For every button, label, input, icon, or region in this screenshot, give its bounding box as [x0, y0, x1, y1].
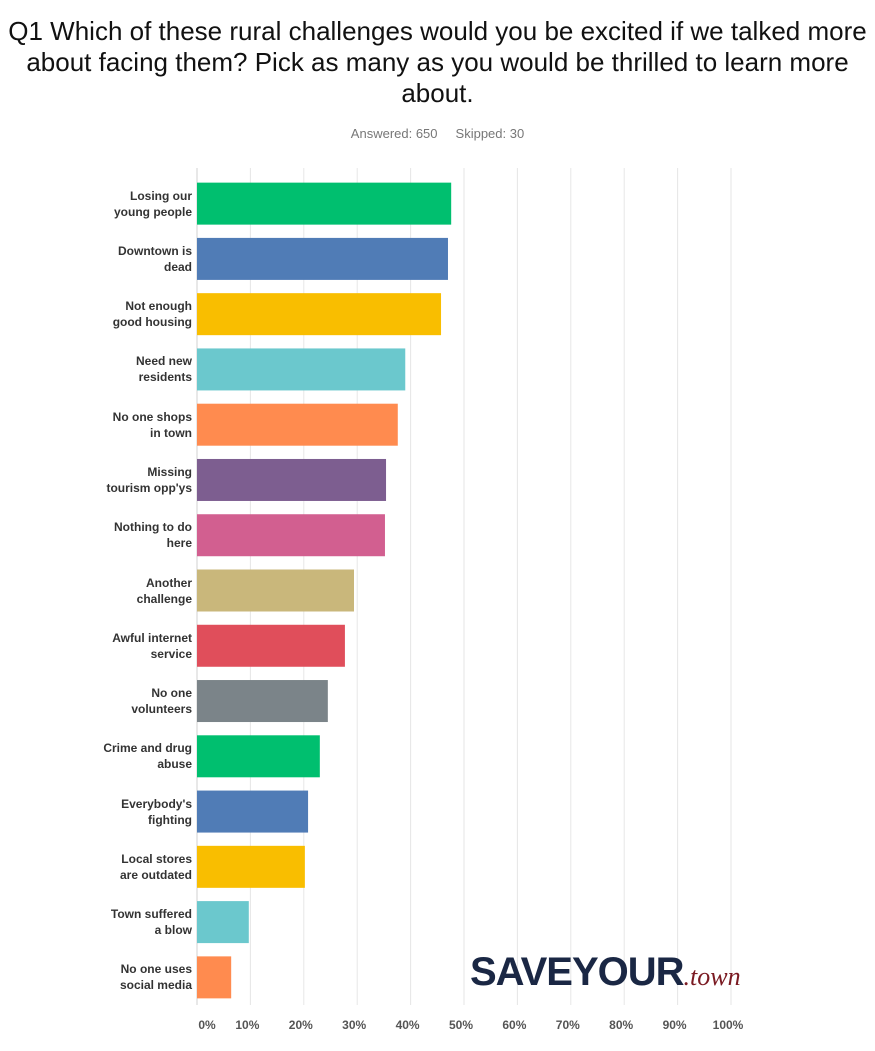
bar — [197, 458, 387, 501]
logo-suffix: .town — [683, 962, 741, 991]
logo: SAVEYOUR.town — [470, 950, 741, 995]
bar — [197, 790, 309, 833]
bar — [197, 237, 448, 280]
x-tick-label: 40% — [395, 1018, 420, 1032]
y-tick-label: Town suffered a blow — [110, 907, 192, 938]
x-tick-label: 0% — [198, 1018, 216, 1032]
x-tick-label: 70% — [555, 1018, 580, 1032]
y-tick-label: No one uses social media — [119, 962, 192, 993]
y-tick-label: No one shops in town — [112, 409, 192, 440]
bar — [197, 624, 345, 667]
y-tick-label: Missing tourism opp'ys — [106, 464, 192, 495]
y-tick-label: Crime and drug abuse — [103, 741, 192, 772]
y-tick-label: Awful internet service — [112, 630, 192, 661]
bar — [197, 569, 354, 612]
x-tick-label: 20% — [288, 1018, 313, 1032]
y-tick-label: Local stores are outdated — [119, 851, 192, 882]
x-tick-label: 10% — [235, 1018, 260, 1032]
logo-main: SAVEYOUR — [470, 950, 685, 994]
bar — [197, 403, 398, 446]
bar — [197, 901, 249, 944]
y-tick-label: Not enough good housing — [112, 299, 192, 330]
x-tick-label: 80% — [609, 1018, 634, 1032]
x-tick-label: 30% — [342, 1018, 367, 1032]
y-tick-label: Another challenge — [136, 575, 192, 606]
skipped: Skipped: 30 — [455, 126, 525, 141]
bar — [197, 956, 232, 999]
x-tick-label: 100% — [712, 1018, 744, 1032]
bar — [197, 293, 442, 336]
bar — [197, 735, 320, 778]
y-tick-label: Losing our young people — [114, 188, 192, 219]
bar — [197, 514, 385, 557]
answered: Answered: 650 — [350, 126, 438, 141]
x-tick-label: 50% — [448, 1018, 474, 1032]
response-stats: Answered: 650 Skipped: 30 — [0, 126, 875, 141]
bar — [197, 182, 452, 225]
bar — [197, 680, 328, 723]
y-tick-label: No one volunteers — [131, 686, 192, 717]
bar — [197, 348, 406, 391]
x-tick-label: 90% — [662, 1018, 687, 1032]
y-tick-label: Nothing to do here — [114, 520, 192, 551]
bar — [197, 845, 305, 888]
x-tick-label: 60% — [502, 1018, 527, 1032]
chart-title: Q1 Which of these rural challenges would… — [8, 16, 867, 108]
y-tick-label: Everybody's fighting — [121, 796, 192, 827]
y-tick-label: Downtown is dead — [118, 243, 192, 274]
y-tick-label: Need new residents — [135, 354, 192, 385]
